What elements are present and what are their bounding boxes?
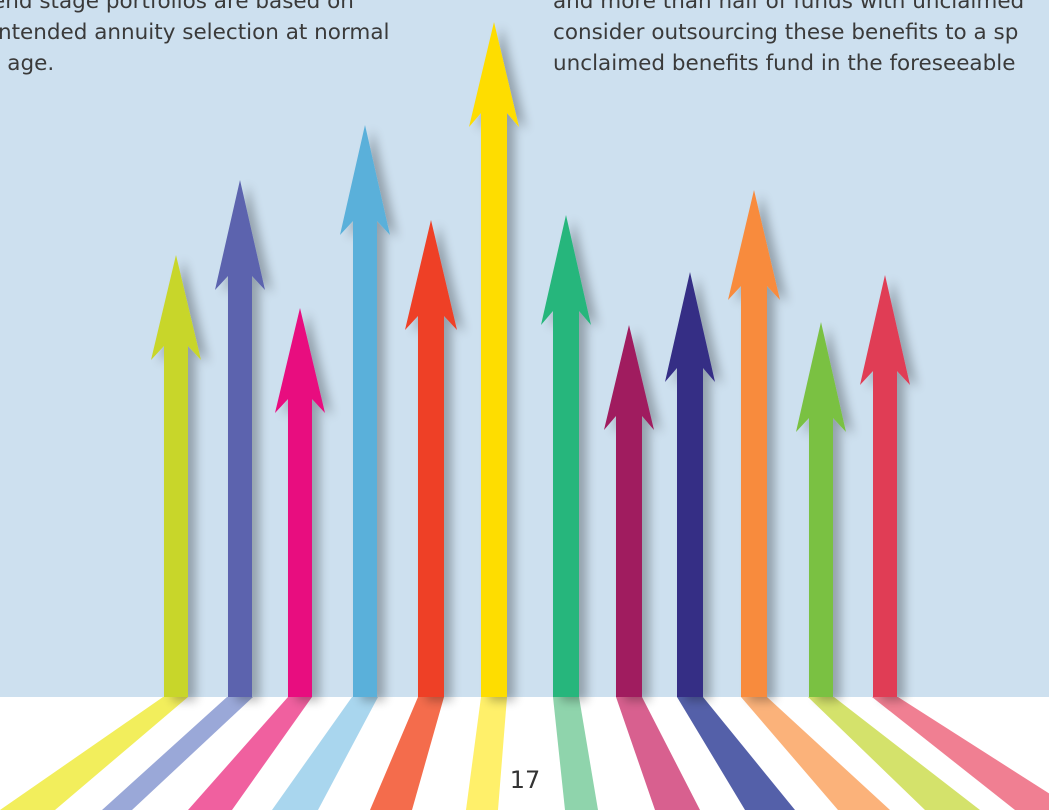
arrow-slate-blue bbox=[215, 180, 265, 697]
arrow-red-orange-reflection bbox=[370, 697, 444, 810]
arrow-slate-blue-reflection bbox=[102, 697, 253, 810]
right-text-line-1: and more than half of funds with unclaim… bbox=[553, 0, 1025, 14]
right-text-line-3: unclaimed benefits fund in the foreseeab… bbox=[553, 51, 1016, 76]
arrow-sky-blue bbox=[340, 125, 390, 697]
left-column-text: end stage portfolios are based on intend… bbox=[0, 0, 390, 79]
right-text-line-2: consider outsourcing these benefits to a… bbox=[553, 20, 1019, 45]
page-number: 17 bbox=[509, 766, 541, 794]
arrow-lime-reflection bbox=[808, 697, 980, 810]
arrow-yellow-reflection bbox=[466, 697, 507, 810]
arrow-crimson-reflection bbox=[872, 697, 1049, 810]
left-text-line-3: t age. bbox=[0, 51, 55, 76]
arrow-green-reflection bbox=[553, 697, 598, 810]
arrow-yellow bbox=[469, 22, 519, 697]
arrow-orange-reflection bbox=[741, 697, 890, 810]
arrow-green bbox=[541, 215, 591, 697]
arrow-lime bbox=[796, 322, 846, 697]
arrow-reflections bbox=[0, 697, 1049, 810]
arrow-plum bbox=[604, 325, 654, 697]
arrow-navy bbox=[665, 272, 715, 697]
right-column-text: and more than half of funds with unclaim… bbox=[553, 0, 1024, 79]
arrow-magenta bbox=[275, 308, 325, 697]
left-text-line-2: intended annuity selection at normal bbox=[0, 20, 390, 45]
arrows-group bbox=[151, 22, 910, 697]
arrow-crimson bbox=[860, 275, 910, 697]
arrow-navy-reflection bbox=[677, 697, 795, 810]
arrow-plum-reflection bbox=[616, 697, 700, 810]
arrow-red-orange bbox=[405, 220, 457, 697]
left-text-line-1: end stage portfolios are based on bbox=[0, 0, 354, 14]
arrow-orange bbox=[728, 190, 780, 697]
arrow-yellow-green-reflection bbox=[0, 697, 188, 810]
arrow-magenta-reflection bbox=[188, 697, 312, 810]
arrow-yellow-green bbox=[151, 255, 201, 697]
arrow-sky-blue-reflection bbox=[272, 697, 378, 810]
